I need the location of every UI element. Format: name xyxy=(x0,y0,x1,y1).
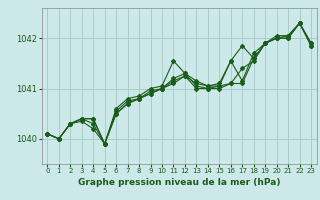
X-axis label: Graphe pression niveau de la mer (hPa): Graphe pression niveau de la mer (hPa) xyxy=(78,178,280,187)
